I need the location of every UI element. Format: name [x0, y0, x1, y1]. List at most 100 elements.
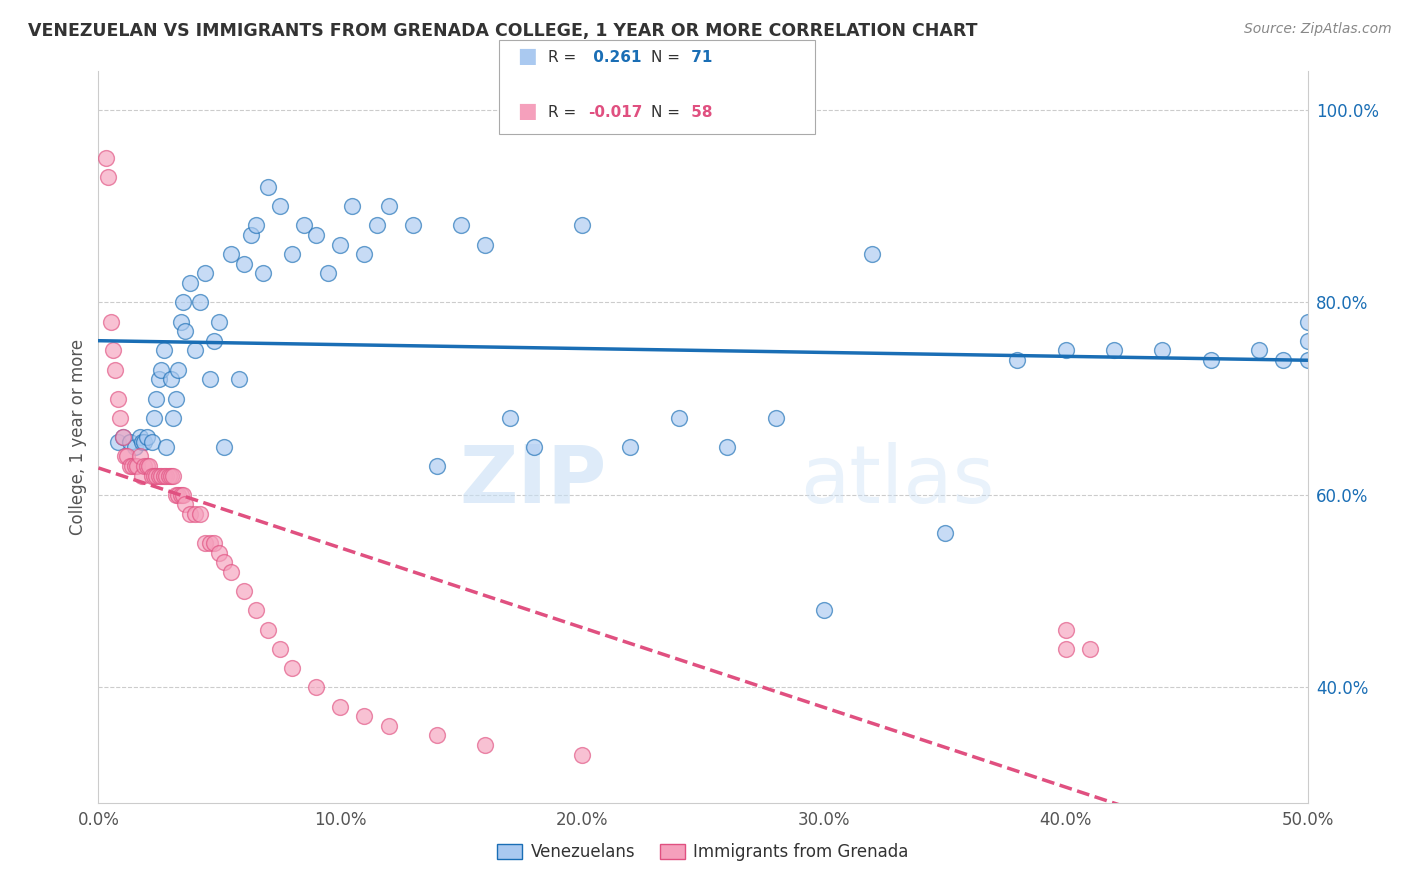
Point: [212, 555, 235, 569]
Point: [765, 410, 787, 425]
Point: [167, 362, 190, 376]
Point: [148, 372, 170, 386]
Point: [1102, 343, 1125, 358]
Point: [212, 440, 235, 454]
Point: [174, 324, 197, 338]
Point: [108, 410, 131, 425]
Text: N =: N =: [651, 50, 681, 64]
Point: [860, 247, 883, 261]
Point: [179, 507, 201, 521]
Point: [450, 219, 472, 233]
Text: ■: ■: [517, 102, 537, 121]
Point: [353, 709, 375, 723]
Point: [204, 334, 226, 348]
Point: [245, 219, 267, 233]
Point: [184, 507, 207, 521]
Point: [124, 440, 146, 454]
Point: [342, 199, 364, 213]
Point: [198, 372, 221, 386]
Point: [169, 315, 191, 329]
Point: [281, 661, 304, 675]
Point: [366, 219, 388, 233]
Point: [169, 488, 191, 502]
Point: [162, 410, 184, 425]
Point: [148, 468, 170, 483]
Point: [377, 719, 399, 733]
Point: [111, 430, 134, 444]
Point: [221, 247, 243, 261]
Point: [184, 343, 207, 358]
Point: [1054, 641, 1077, 656]
Point: [204, 536, 226, 550]
Point: [145, 468, 167, 483]
Text: N =: N =: [651, 105, 681, 120]
Point: [97, 170, 120, 185]
Point: [252, 267, 274, 281]
Point: [94, 151, 117, 165]
Text: ZIP: ZIP: [458, 442, 606, 520]
Point: [100, 315, 122, 329]
Point: [145, 392, 167, 406]
Point: [138, 458, 160, 473]
Point: [1054, 343, 1077, 358]
Point: [292, 219, 315, 233]
Point: [131, 468, 153, 483]
Point: [104, 362, 127, 376]
Point: [228, 372, 250, 386]
Point: [221, 565, 243, 579]
Point: [523, 440, 546, 454]
Point: [194, 536, 217, 550]
Point: [128, 450, 150, 464]
Point: [152, 468, 174, 483]
Point: [165, 392, 187, 406]
Point: [329, 237, 352, 252]
Legend: Venezuelans, Immigrants from Grenada: Venezuelans, Immigrants from Grenada: [491, 837, 915, 868]
Point: [141, 434, 163, 449]
Point: [165, 488, 187, 502]
Text: -0.017: -0.017: [588, 105, 643, 120]
Point: [167, 488, 190, 502]
Point: [107, 392, 129, 406]
Point: [143, 468, 166, 483]
Point: [134, 458, 156, 473]
Point: [1296, 353, 1319, 368]
Point: [131, 434, 153, 449]
Point: [1152, 343, 1174, 358]
Point: [353, 247, 375, 261]
Point: [188, 295, 211, 310]
Point: [269, 199, 291, 213]
Text: atlas: atlas: [800, 442, 994, 520]
Point: [474, 738, 496, 752]
Point: [143, 410, 166, 425]
Point: [1078, 641, 1101, 656]
Point: [118, 458, 141, 473]
Point: [135, 430, 157, 444]
Point: [256, 623, 278, 637]
Point: [114, 450, 136, 464]
Point: [256, 179, 278, 194]
Point: [155, 468, 177, 483]
Point: [1007, 353, 1029, 368]
Point: [1296, 334, 1319, 348]
Point: [150, 362, 173, 376]
Text: 71: 71: [686, 50, 713, 64]
Point: [150, 468, 173, 483]
Point: [117, 450, 139, 464]
Point: [377, 199, 399, 213]
Point: [239, 227, 262, 242]
Point: [281, 247, 304, 261]
Point: [305, 681, 328, 695]
Point: [426, 458, 449, 473]
Point: [402, 219, 425, 233]
Point: [716, 440, 738, 454]
Point: [1296, 315, 1319, 329]
Point: [118, 434, 141, 449]
Point: [571, 219, 593, 233]
Point: [111, 430, 134, 444]
Point: [813, 603, 835, 617]
Point: [174, 498, 197, 512]
Point: [426, 728, 449, 742]
Point: [474, 237, 496, 252]
Text: VENEZUELAN VS IMMIGRANTS FROM GRENADA COLLEGE, 1 YEAR OR MORE CORRELATION CHART: VENEZUELAN VS IMMIGRANTS FROM GRENADA CO…: [28, 22, 977, 40]
Point: [121, 458, 143, 473]
